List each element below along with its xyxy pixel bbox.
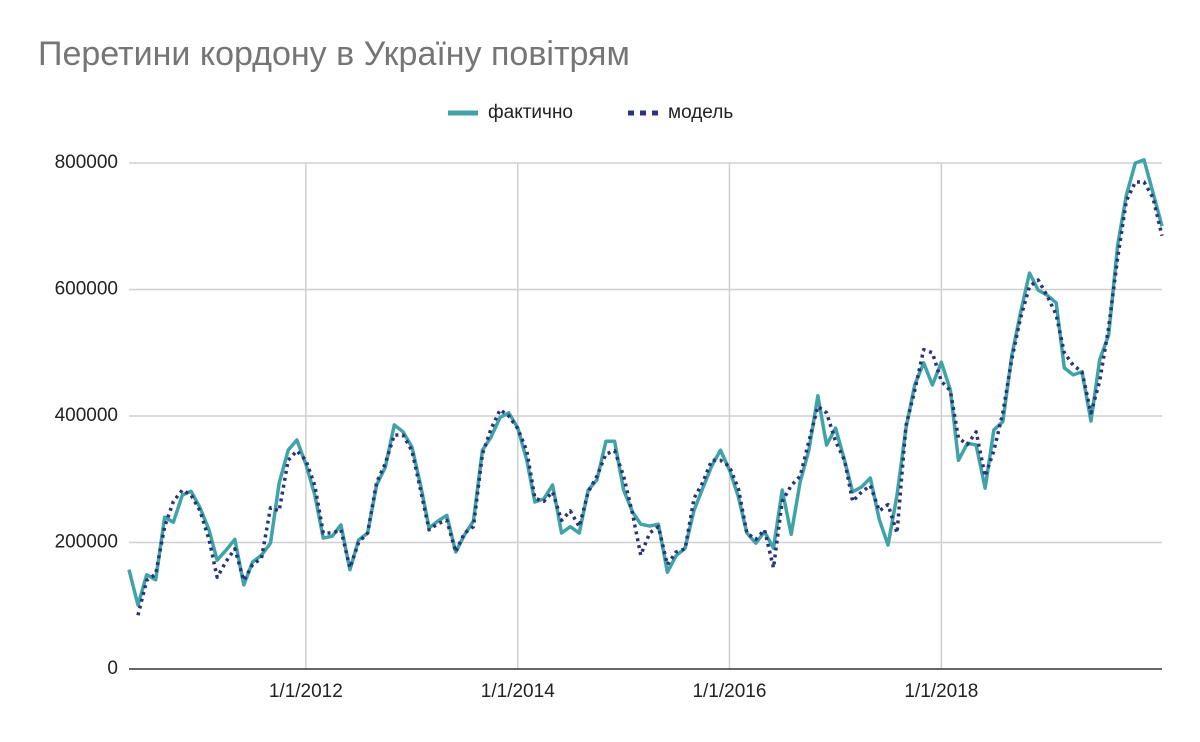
y-tick-label: 600000 [55, 279, 118, 300]
x-tick-label: 1/1/2014 [481, 681, 555, 702]
x-tick-label: 1/1/2012 [269, 681, 343, 702]
series-line [136, 180, 1164, 616]
y-tick-label: 0 [107, 658, 118, 679]
legend-label: фактично [488, 102, 573, 123]
series-line [127, 158, 1164, 607]
y-tick-label: 200000 [55, 532, 118, 553]
y-tick-label: 800000 [55, 152, 118, 173]
y-tick-label: 400000 [55, 405, 118, 426]
legend-label: модель [668, 102, 733, 123]
x-tick-label: 1/1/2018 [904, 681, 978, 702]
chart-title: Перетини кордону в Україну повітрям [38, 35, 630, 73]
x-tick-label: 1/1/2016 [692, 681, 766, 702]
